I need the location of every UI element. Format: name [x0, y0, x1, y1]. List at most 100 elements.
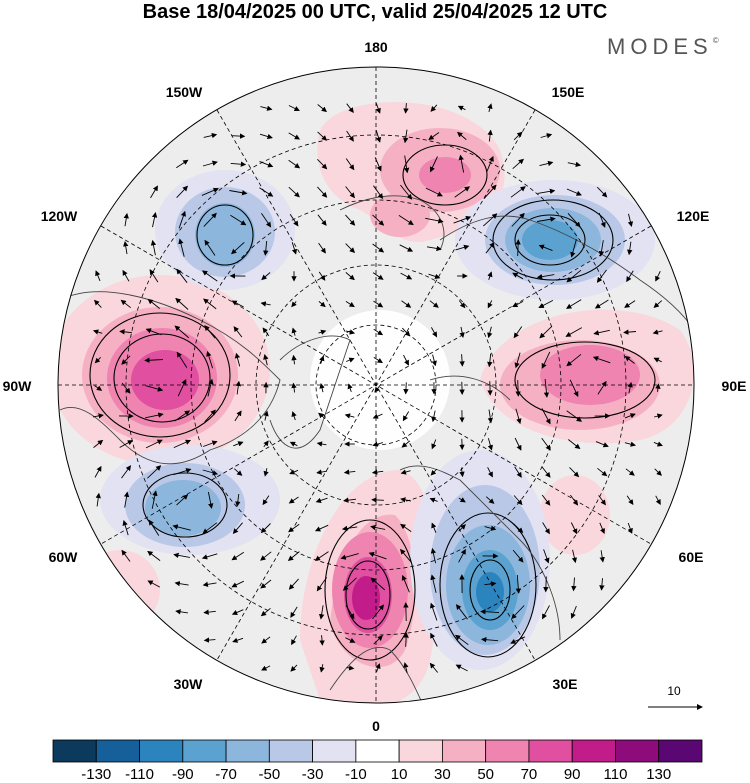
wind-arrow-icon — [566, 353, 582, 367]
wind-arrow-icon — [401, 574, 410, 593]
wind-arrow-icon — [536, 273, 555, 280]
wind-arrow-icon — [425, 217, 444, 224]
wind-arrow-icon — [288, 186, 300, 198]
wind-arrow-icon — [316, 469, 327, 475]
colorbar-tick-label: -110 — [125, 766, 154, 783]
wind-arrow-icon — [487, 353, 493, 368]
wind-arrow-icon — [178, 238, 185, 257]
wind-arrow-icon — [92, 413, 104, 419]
wind-arrow-icon — [260, 301, 271, 307]
wind-arrow-icon — [458, 154, 465, 173]
wind-arrow-icon — [374, 157, 382, 172]
wind-arrow-icon — [122, 520, 129, 536]
colorbar-swatch — [182, 739, 227, 763]
colorbar-tick-label: 70 — [521, 766, 538, 783]
wind-arrow-icon — [346, 665, 355, 671]
lon-label-60w: 60W — [49, 549, 79, 565]
wind-arrow-icon — [317, 104, 327, 113]
wind-arrow-icon — [147, 298, 160, 309]
longitude-labels: 180 150E 120E 90E 60E 30E 0 30W 60W 90W … — [3, 39, 747, 734]
wind-arrow-icon — [653, 357, 662, 363]
wind-arrow-icon — [373, 328, 384, 336]
wind-arrow-icon — [399, 244, 414, 252]
lon-label-120e: 120E — [677, 208, 710, 224]
map-field — [58, 67, 694, 703]
wind-arrow-icon — [340, 553, 359, 560]
colorbar-tick-label: 50 — [477, 766, 494, 783]
wind-arrow-icon — [94, 356, 102, 364]
wind-arrow-icon — [262, 495, 270, 506]
wind-arrow-icon — [172, 524, 191, 531]
wind-arrow-icon — [373, 635, 383, 645]
colorbar-swatch — [528, 739, 573, 763]
wind-arrow-icon — [400, 497, 412, 503]
wind-arrow-icon — [512, 272, 524, 280]
wind-arrow-icon — [512, 158, 524, 170]
lon-label-30w: 30W — [174, 676, 204, 692]
wind-arrow-icon — [624, 413, 636, 419]
wind-arrow-icon — [372, 413, 383, 419]
wind-arrow-icon — [314, 551, 329, 561]
wind-arrow-icon — [230, 161, 247, 167]
wind-arrow-icon — [459, 326, 465, 338]
wind-arrow-icon — [234, 468, 243, 476]
wind-arrow-icon — [569, 379, 579, 398]
wind-arrow-icon — [484, 581, 497, 587]
lon-label-60e: 60E — [679, 549, 704, 565]
wind-arrow-icon — [403, 632, 409, 647]
wind-arrow-icon — [316, 577, 328, 592]
wind-arrow-icon — [627, 241, 633, 256]
wind-arrow-icon — [316, 441, 327, 447]
wind-arrow-icon — [403, 129, 409, 144]
wind-arrow-icon — [431, 354, 437, 367]
wind-arrow-icon — [375, 129, 382, 143]
wind-arrow-icon — [624, 441, 636, 447]
wind-arrow-icon — [259, 133, 273, 140]
wind-arrow-icon — [203, 212, 217, 227]
wind-arrow-icon — [430, 547, 437, 564]
wind-arrow-icon — [93, 439, 104, 448]
wind-arrow-icon — [260, 579, 272, 589]
wind-arrow-icon — [203, 609, 216, 615]
wind-arrow-icon — [372, 243, 385, 253]
wind-arrow-icon — [653, 300, 663, 309]
wind-arrow-icon — [345, 637, 356, 643]
wind-arrow-icon — [368, 551, 387, 560]
wind-arrow-icon — [148, 519, 160, 536]
wind-arrow-icon — [655, 495, 661, 505]
wind-arrow-icon — [151, 212, 158, 228]
wind-arrow-icon — [263, 440, 269, 448]
wind-arrow-icon — [626, 270, 634, 283]
wind-arrow-icon — [403, 662, 409, 674]
wind-arrow-icon — [144, 357, 163, 363]
wind-arrow-icon — [263, 468, 269, 477]
wind-arrow-icon — [259, 187, 274, 197]
colorbar-tick-label: -10 — [345, 766, 367, 783]
wind-arrow-icon — [121, 465, 132, 479]
wind-arrow-icon — [260, 523, 271, 534]
wind-arrow-icon — [204, 409, 216, 423]
wind-arrow-icon — [288, 132, 301, 140]
wind-arrow-icon — [375, 663, 381, 673]
wind-arrow-icon — [543, 378, 550, 398]
wind-arrow-icon — [174, 325, 190, 339]
wind-arrow-icon — [207, 491, 214, 509]
wind-arrow-icon — [430, 632, 438, 647]
wind-arrow-icon — [487, 438, 493, 451]
wind-arrow-icon — [290, 664, 298, 672]
wind-arrow-icon — [566, 410, 583, 422]
wind-arrow-icon — [453, 215, 472, 224]
wind-arrow-icon — [232, 637, 244, 643]
wind-arrow-icon — [231, 551, 245, 561]
wind-arrow-icon — [289, 441, 298, 447]
colorbar-tick-label: -90 — [172, 766, 194, 783]
wind-arrow-icon — [599, 578, 605, 591]
wind-arrow-icon — [540, 133, 553, 139]
colorbar — [52, 739, 703, 763]
wind-arrow-icon — [175, 297, 189, 310]
wind-arrow-icon — [597, 380, 607, 395]
colorbar-tick-label: -30 — [302, 766, 324, 783]
wind-arrow-icon — [455, 664, 468, 672]
wind-arrow-icon — [512, 300, 524, 308]
wind-arrow-icon — [291, 327, 297, 336]
